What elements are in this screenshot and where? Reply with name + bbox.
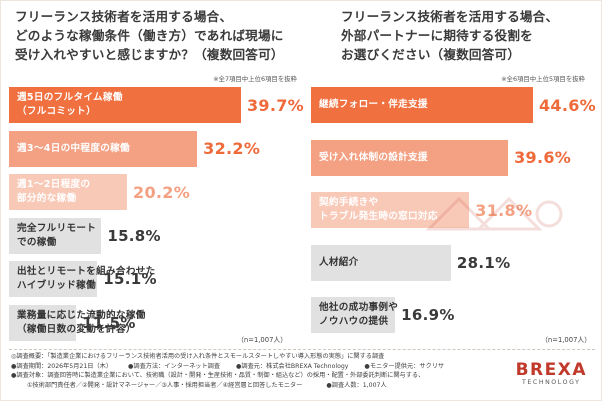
bar-row: 契約手続きや トラブル発生時の窓口対応 31.8% [311, 192, 597, 228]
chart-title: フリーランス技術者を活用する場合、 外部パートナーに期待する役割を お選びくださ… [341, 9, 559, 62]
logo-subtext: TECHNOLOGY [522, 379, 581, 386]
survey-title-line: ◎調査概要：「製造業企業におけるフリーランス技術者活用の受け入れ条件とスモールス… [11, 353, 385, 360]
bar-row: 人材紹介 28.1% [311, 244, 597, 281]
bar-value-label: 31.8% [475, 200, 533, 220]
footer-divider [9, 349, 595, 350]
bar-category-label: 週3〜4日の中程度の稼働 [17, 142, 130, 154]
bar-value-label: 16.9% [401, 306, 455, 324]
bar [311, 244, 451, 281]
survey-method: ●調査方法：インターネット調査 [128, 362, 221, 370]
bar [9, 130, 198, 167]
bar-row: 業務量に応じた流動的な稼働 （稼働日数の変動を許容） 11.5% [9, 304, 301, 341]
chart-panel-partner-roles: フリーランス技術者を活用する場合、 外部パートナーに期待する役割を お選びくださ… [311, 7, 597, 344]
chart-panel-work-conditions: フリーランス技術者を活用する場合、 どのような稼働条件（働き方）であれば現場に … [9, 7, 305, 344]
bar-category-label: 人材紹介 [319, 256, 359, 268]
bar-category-label: 受け入れ体制の設計支援 [319, 151, 428, 163]
survey-monitor: ●モニター提供元：サクリサ [364, 362, 445, 370]
bar-value-label: 44.6% [539, 95, 597, 115]
bar-value-label: 11.5% [82, 313, 136, 332]
survey-target-line: ●調査対象：調査回答時に製造業企業において、技術職（設計・開発・生産技術・品質・… [11, 372, 425, 380]
bar-row: 継続フォロー・伴走支援 44.6% [311, 87, 597, 123]
bar [311, 87, 533, 123]
bar-row: 他社の成功事例や ノウハウの提供 16.9% [311, 297, 597, 333]
sample-size-label: （n=1,007人） [237, 336, 287, 344]
bar-category-label: 契約手続きや トラブル発生時の窓口対応 [319, 197, 438, 222]
chart-title: フリーランス技術者を活用する場合、 どのような稼働条件（働き方）であれば現場に … [15, 9, 284, 62]
bar [9, 304, 77, 341]
bar-value-label: 28.1% [456, 253, 511, 272]
bar-value-label: 15.8% [107, 226, 161, 245]
bar-row: 週5日のフルタイム稼働 （フルコミット） 39.7% [9, 87, 305, 123]
survey-respondent-roles: ①技術部門責任者／②開発・設計マネージャー／③人事・採用担当者／④経営層と回答し… [26, 381, 303, 389]
bar-category-label: 継続フォロー・伴走支援 [319, 99, 428, 110]
bar-category-label: 完全フルリモート での稼働 [17, 222, 97, 248]
bar-row: 完全フルリモート での稼働 15.8% [9, 217, 301, 254]
survey-overview: ◎調査概要：「製造業企業におけるフリーランス技術者活用の受け入れ条件とスモールス… [11, 352, 481, 390]
bar-value-label: 39.6% [514, 148, 572, 167]
brexa-logo: BREXA TECHNOLOGY [516, 361, 587, 386]
bar [9, 174, 128, 210]
bar-row: 週1〜2日程度の 部分的な稼働 20.2% [9, 174, 301, 210]
survey-period: ●調査期間：2026年5月21日（木） [11, 362, 113, 370]
bar-category-label: 業務量に応じた流動的な稼働 （稼働日数の変動を許容） [17, 309, 146, 335]
bar-row: 受け入れ体制の設計支援 39.6% [311, 139, 597, 176]
bar [311, 297, 396, 333]
bar-row: 出社とリモートを組み合わせた ハイブリッド稼働 15.1% [9, 261, 301, 297]
bar-category-label: 週5日のフルタイム稼働 （フルコミット） [17, 92, 123, 117]
bar [9, 261, 98, 297]
bar [311, 192, 470, 228]
bar-value-label: 20.2% [133, 182, 191, 202]
sample-size-label: （n=1,007人） [541, 336, 591, 344]
bar [9, 87, 241, 123]
logo-wordmark: BREXA [515, 360, 587, 380]
survey-target-detail-line: ①技術部門責任者／②開発・設計マネージャー／③人事・採用担当者／④経営層と回答し… [11, 381, 481, 391]
survey-meta-line: ●調査期間：2026年5月21日（木） ●調査方法：インターネット調査 ●調査元… [11, 362, 481, 372]
survey-source: ●調査元：株式会社BREXA Technology [236, 362, 349, 370]
bar-category-label: 他社の成功事例や ノウハウの提供 [319, 302, 399, 327]
bar-value-label: 15.1% [103, 270, 157, 288]
bar [9, 217, 102, 254]
chart-note: ※全7項目中上位6項目を抜粋 [213, 75, 297, 83]
bar-category-label: 週1〜2日程度の 部分的な稼働 [17, 179, 91, 204]
bar-value-label: 32.2% [203, 139, 261, 158]
bar-row: 週3〜4日の中程度の稼働 32.2% [9, 130, 301, 167]
bar-value-label: 39.7% [247, 95, 305, 115]
bar-category-label: 出社とリモートを組み合わせた ハイブリッド稼働 [17, 266, 156, 291]
chart-note: ※全6項目中上位5項目を抜粋 [501, 75, 585, 83]
survey-count: ●調査人数：1,007人 [326, 381, 387, 389]
bar [311, 139, 509, 176]
